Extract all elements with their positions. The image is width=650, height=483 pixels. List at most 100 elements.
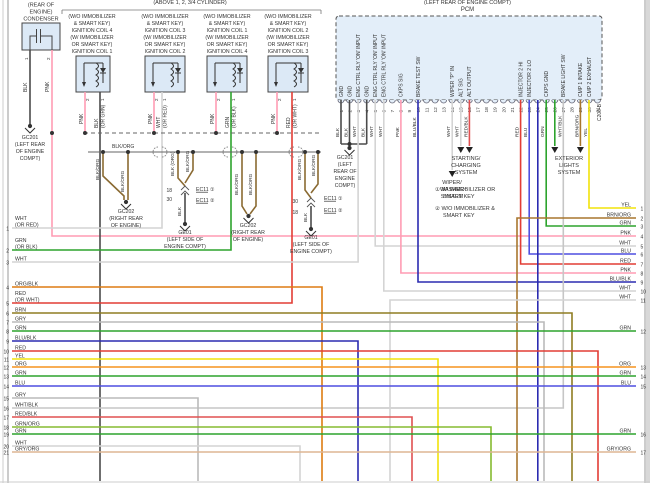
wire-color-label: BLK [335, 127, 341, 137]
wire-color-label: BLK/ORG [311, 154, 317, 176]
junction-dot [303, 150, 307, 154]
wire-WHT [12, 100, 359, 263]
inline-connector-icon [222, 146, 238, 158]
edge-wire-label: BLU [621, 249, 631, 255]
pcm-pin-label: ENG CTRL RLY 'ON' INPUT [382, 34, 388, 97]
junction-dot [191, 150, 195, 154]
pcm-pin-number: 17 [476, 107, 482, 113]
edge-wire-label: ORG [619, 362, 631, 368]
edge-number: 5 [6, 302, 9, 308]
edge-wire-label: BLU/BLK [610, 277, 632, 283]
edge-wire-label: WHT [15, 216, 28, 222]
ec11-connector-label: EC11 ① [324, 196, 343, 202]
junction-dot [240, 150, 244, 154]
ec11-connector-label: EC11 ① [196, 187, 215, 193]
wire-WHT [12, 92, 163, 229]
wire-color-label: WHT/BLK [557, 115, 563, 137]
edge-wire-label: GRN [619, 326, 631, 332]
junction-dot [316, 150, 320, 154]
junction-dot [254, 150, 258, 154]
arrow-icon [448, 171, 456, 177]
edge-number: 12 [641, 330, 647, 336]
wire-color-label: (OR RED) [163, 105, 169, 128]
diode-icon [100, 68, 106, 73]
diode-icon [175, 68, 181, 73]
ground-icon [344, 149, 355, 156]
edge-wire-label: GRN [619, 221, 631, 227]
wire-color-label: BLK [23, 82, 29, 92]
edge-wire-label: YEL [621, 203, 631, 209]
edge-wire-label: RED [15, 291, 26, 297]
edge-number: 12 [3, 366, 9, 372]
edge-wire-label: GRN [15, 371, 27, 377]
junction-dot [152, 131, 156, 135]
wire-color-label: BLK/ORG [248, 173, 254, 195]
coil-title: & SMART KEY) [74, 21, 111, 27]
note-text: ① W/ IMMOBILIZER OR [435, 186, 495, 193]
edge-wire-label: GRN [619, 371, 631, 377]
wire-BLU/BLK [12, 340, 359, 481]
pcm-pin-number: 19 [493, 107, 499, 113]
pcm-pin-number: 9 [407, 110, 413, 113]
pin-number: 1 [162, 98, 167, 101]
edge-wire-label: PNK [620, 231, 631, 237]
wire-color-label: (OR BLK) [232, 106, 238, 128]
arrow-icon [551, 147, 559, 153]
junction-dot [176, 150, 180, 154]
note-text: SMART KEY [443, 194, 475, 200]
pcm-pin [508, 99, 516, 104]
junction-dot [123, 199, 129, 205]
frame-edge [646, 0, 650, 483]
edge-wire-label: BRN/ORG [607, 213, 631, 219]
coil-title: OR SMART KEY) [207, 42, 248, 48]
pcm-pin-label: GND [364, 86, 370, 98]
ground-label: ENGINE COMPT) [164, 244, 206, 250]
coil-title: (W/ IMMOBILIZER [205, 35, 248, 41]
edge-number: 16 [3, 407, 9, 413]
pcm-pin-label: ALT OUTPUT [467, 66, 473, 97]
edge-number: 17 [641, 451, 647, 457]
pcm-pin-label: ENG CTRL RLY 'ON' INPUT [356, 34, 362, 97]
coil-winding-icon [293, 62, 297, 88]
ground-label: GC202 [240, 223, 257, 229]
edge-wire-label: YEL [15, 354, 25, 360]
edge-number: 18 [3, 426, 9, 432]
arrow-icon [465, 147, 473, 153]
ec11-connector-label: EC11 ② [196, 198, 215, 204]
inline-connector-icon [152, 146, 168, 158]
coil-title: IGNITION COIL 4 [72, 28, 113, 34]
wire-WHT [389, 299, 636, 481]
ground-label: GE01 [178, 230, 191, 236]
wire-GRN [12, 92, 232, 251]
wire-RED [12, 92, 293, 304]
arrow-icon [274, 82, 278, 87]
system-label: CHARGING [451, 163, 481, 169]
coil-title: (W/ IMMOBILIZER [143, 35, 186, 41]
wire-BLK/ORG [304, 152, 312, 199]
ground-label: COMPT) [335, 183, 356, 189]
wire-YEL [588, 100, 636, 209]
pcm-pin-number: 2 [347, 110, 353, 113]
arrow-icon [457, 147, 465, 153]
edge-wire-label: GRN [15, 429, 27, 435]
coil-title: (W/O IMMOBILIZER [203, 14, 251, 20]
diode-icon [96, 62, 106, 83]
junction-dot [214, 131, 218, 135]
edge-number: 8 [6, 330, 9, 336]
coil-title: (W/ IMMOBILIZER [266, 35, 309, 41]
ground-icon [120, 203, 132, 210]
edge-wire-label: GRN [15, 238, 27, 244]
coil-winding-icon [232, 62, 236, 88]
wire-color-label: BLK/ORG [185, 150, 191, 172]
edge-wire-label: WHT [619, 286, 632, 292]
wire-GRN/ORG [12, 426, 492, 481]
pcm-pin [482, 99, 490, 104]
edge-number: 10 [3, 350, 9, 356]
wire-BLK/ORG [102, 152, 125, 200]
wire-color-label: RED/BLK [463, 116, 469, 137]
wire-color-label: BLU [523, 127, 529, 137]
pcm-location-label: (LEFT REAR OF ENGINE COMPT) [424, 0, 511, 6]
edge-number: 3 [6, 261, 9, 267]
pcm-pin-label: ENG CTRL RLY 'ON' INPUT [373, 34, 379, 97]
pcm-pin-number: 12 [433, 107, 439, 113]
